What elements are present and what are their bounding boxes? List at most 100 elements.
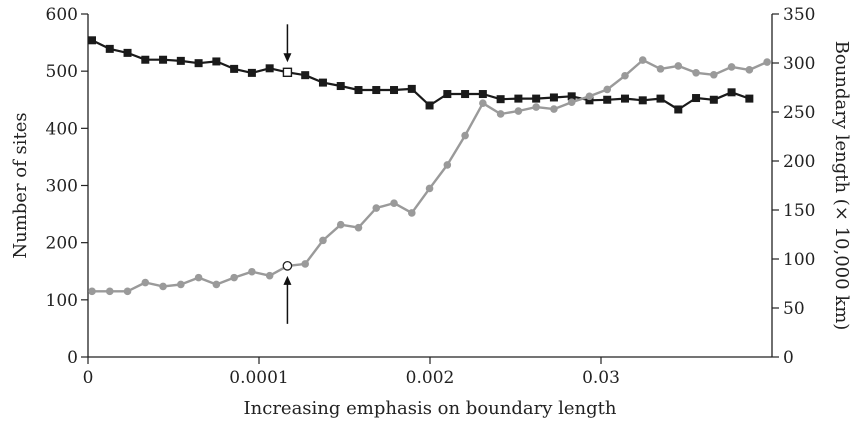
series-2-point	[354, 223, 363, 232]
series-1-point	[745, 94, 754, 103]
series-1-point	[443, 90, 452, 99]
left-tick-label: 100	[46, 291, 78, 311]
up-arrow-head	[283, 275, 292, 285]
series-1-point	[230, 64, 239, 73]
x-axis: 0 0.0001 0.002 0.03	[83, 357, 620, 388]
series-1-point	[123, 48, 132, 57]
right-tick-label: 250	[783, 103, 815, 123]
series-1-point	[88, 36, 96, 45]
x-tick-label: 0	[83, 368, 94, 388]
series-1-point	[638, 96, 647, 105]
series-1-point	[461, 90, 470, 99]
right-axis-title: Boundary length (× 10,000 km)	[831, 41, 852, 331]
series-2-point	[123, 287, 132, 296]
right-tick-label: 200	[783, 152, 815, 172]
annotation-layer	[283, 24, 292, 324]
series-1-point	[105, 44, 114, 53]
series-2-point	[514, 107, 523, 115]
series-2-point	[550, 105, 558, 113]
series-line-2	[92, 58, 768, 293]
series-2-point	[88, 287, 96, 296]
series-1-point	[674, 105, 683, 114]
series-2-point	[443, 161, 452, 169]
series-2-point	[638, 56, 647, 64]
series-2-point	[248, 267, 256, 276]
series-2-point	[194, 273, 203, 282]
series-1-point	[318, 78, 327, 87]
series-2-point	[621, 71, 629, 80]
series-1-point	[603, 95, 612, 104]
series-2-point	[390, 199, 398, 207]
series-2-point	[105, 287, 114, 296]
right-tick-label: 300	[783, 54, 815, 74]
series-2-point	[692, 69, 700, 77]
right-y-axis: 0 50 100 150 200 250 300 350	[772, 5, 815, 368]
series-1-point	[301, 71, 310, 80]
series-1-point	[478, 90, 487, 99]
series-2-point	[727, 63, 736, 71]
series-1-point	[656, 94, 665, 103]
series-1-point	[194, 59, 203, 68]
series-1-point	[692, 94, 701, 103]
series-1-point	[549, 93, 558, 102]
left-tick-label: 500	[46, 62, 78, 82]
series-2-point	[372, 204, 381, 212]
series-2-point	[425, 184, 434, 193]
series-2-point	[282, 261, 293, 271]
series-1-point	[407, 84, 416, 93]
right-tick-label: 0	[783, 348, 794, 368]
left-tick-label: 0	[67, 348, 78, 368]
series-1-point	[620, 94, 629, 103]
right-tick-label: 350	[783, 5, 815, 25]
series-1-point	[567, 92, 576, 101]
series-1-point	[372, 86, 381, 95]
x-tick-label: 0.002	[406, 368, 455, 388]
series-line-1	[91, 39, 750, 111]
series-2-point	[212, 280, 221, 289]
right-tick-label: 150	[783, 201, 815, 221]
series-2-point	[301, 260, 309, 268]
series-2-point	[567, 98, 576, 106]
down-arrow-head	[283, 53, 292, 63]
series-2-point	[319, 236, 327, 245]
left-tick-label: 200	[46, 234, 78, 254]
series-2-point	[461, 131, 469, 140]
right-tick-label: 50	[783, 299, 805, 319]
series-1-point	[496, 95, 505, 104]
series-2-point	[745, 66, 754, 74]
series-1-point	[159, 55, 168, 64]
right-tick-label: 100	[783, 250, 815, 270]
left-y-axis: 0 100 200 300 400 500 600	[46, 5, 88, 368]
series-2-point	[603, 85, 612, 94]
series-2-point	[479, 99, 487, 107]
series-1-point	[212, 57, 221, 66]
series-2-point	[265, 271, 274, 280]
series-1-point	[709, 95, 718, 104]
series-1-point	[247, 68, 256, 77]
series-2-point	[532, 103, 540, 111]
series-2-point	[763, 58, 771, 66]
series-2-point	[177, 280, 185, 289]
series-2-point	[159, 282, 167, 291]
series-2-point	[141, 278, 150, 287]
x-tick-label: 0.0001	[229, 368, 288, 388]
left-tick-label: 600	[46, 5, 78, 25]
series-1-point	[282, 67, 293, 78]
series-2-point	[496, 110, 505, 118]
series-1-point	[514, 94, 523, 103]
series-1-point	[176, 56, 185, 65]
series-2-point	[230, 273, 238, 282]
series-2-point	[656, 65, 665, 73]
series-1-point	[336, 82, 345, 91]
series-1-point	[265, 64, 274, 73]
series-1-point	[390, 86, 399, 95]
left-axis-title: Number of sites	[10, 112, 31, 258]
series-layer	[88, 36, 771, 296]
series-1-point	[585, 96, 594, 105]
x-axis-title: Increasing emphasis on boundary length	[244, 398, 617, 419]
series-2-point	[674, 62, 683, 70]
series-1-point	[532, 94, 541, 103]
left-tick-label: 300	[46, 177, 78, 197]
left-tick-label: 400	[46, 119, 78, 139]
